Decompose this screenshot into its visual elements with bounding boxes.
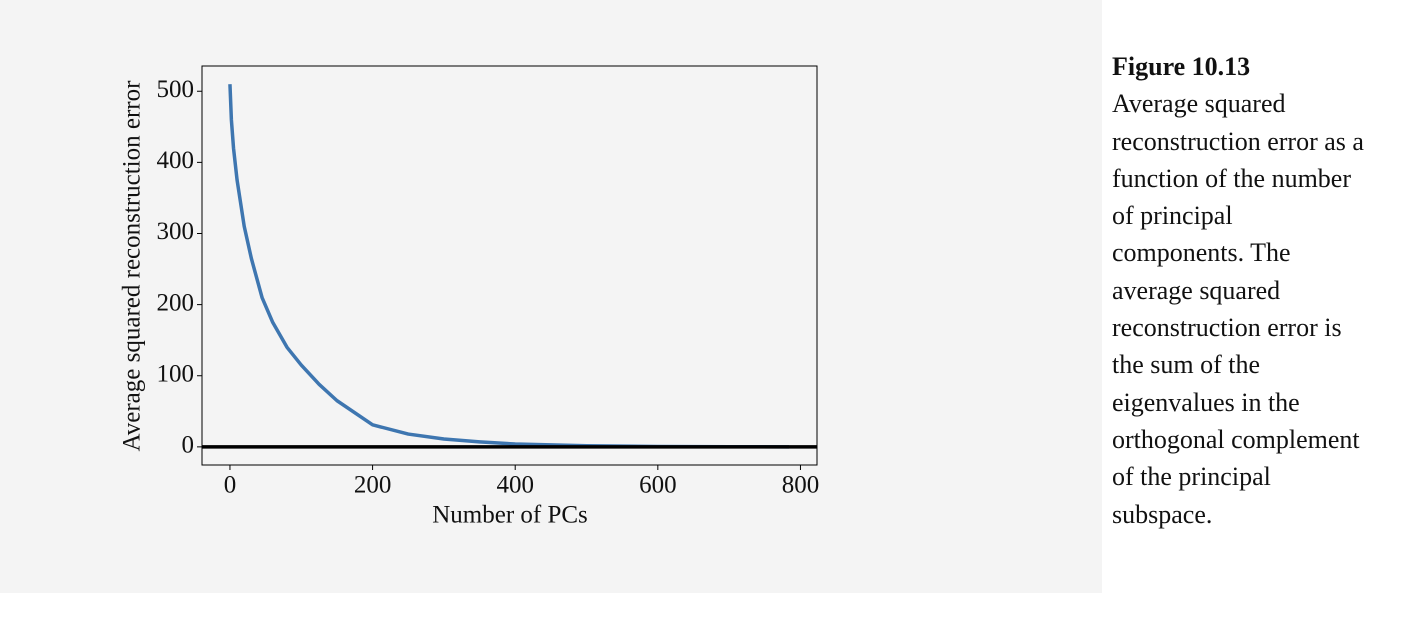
data-line (228, 84, 790, 449)
x-tick-label: 200 (354, 472, 392, 499)
plot-frame (201, 65, 818, 466)
x-tick-label: 600 (639, 472, 677, 499)
y-tick-label: 100 (157, 360, 195, 387)
y-axis-label: Average squared reconstruction error (119, 80, 146, 452)
y-tick-label: 400 (157, 147, 195, 174)
figure-panel (0, 0, 1102, 593)
caption: Figure 10.13 Average squared reconstruct… (1112, 48, 1367, 533)
chart: Number of PCs Average squared reconstruc… (119, 65, 820, 529)
x-tick-label: 400 (496, 472, 534, 499)
x-axis-label: Number of PCs (432, 502, 588, 529)
y-tick-label: 300 (157, 218, 195, 245)
y-tick-label: 500 (157, 76, 195, 103)
x-tick-label: 800 (782, 472, 820, 499)
caption-label: Figure 10.13 (1112, 52, 1251, 81)
y-tick-label: 0 (182, 432, 195, 459)
x-tick-label: 0 (224, 472, 237, 499)
y-tick-label: 200 (157, 289, 195, 316)
caption-text: Average squared reconstruction error as … (1112, 89, 1364, 529)
